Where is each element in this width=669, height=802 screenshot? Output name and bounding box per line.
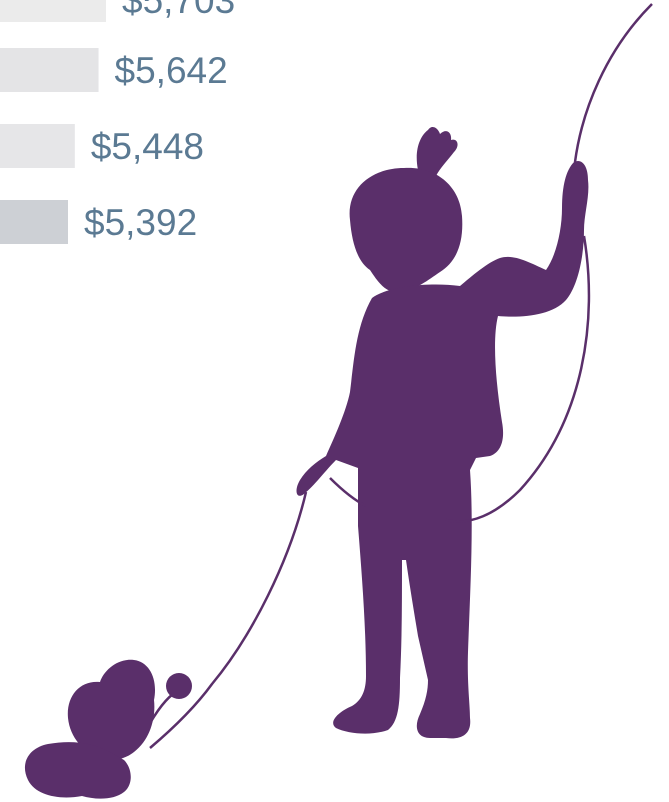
bar-value-label: $5,448 xyxy=(91,126,204,167)
bar xyxy=(0,0,106,22)
bar-value-label: $5,392 xyxy=(84,202,197,243)
butterfly-antenna-knob xyxy=(166,673,192,699)
toy-butterfly xyxy=(24,659,192,799)
balloon-string-lower xyxy=(445,235,591,523)
bar-value-label: $5,703 xyxy=(122,0,235,21)
strings xyxy=(144,3,653,749)
balloon-string xyxy=(573,3,653,163)
butterfly-wing-lower xyxy=(24,742,131,799)
pull-string-loop xyxy=(329,477,367,508)
child-silhouette xyxy=(296,127,589,739)
bar xyxy=(0,124,75,168)
bar-group xyxy=(0,0,106,244)
hair-tuft xyxy=(416,127,458,176)
butterfly-antenna xyxy=(144,690,177,731)
butterfly-wing-upper xyxy=(67,659,156,761)
pull-string xyxy=(149,491,308,749)
head xyxy=(349,167,463,293)
body xyxy=(296,160,589,739)
bar-value-label: $5,642 xyxy=(115,50,228,91)
bar xyxy=(0,48,99,92)
bar xyxy=(0,200,68,244)
value-label-group: $5,703 $5,642 $5,448 $5,392 xyxy=(84,0,235,243)
